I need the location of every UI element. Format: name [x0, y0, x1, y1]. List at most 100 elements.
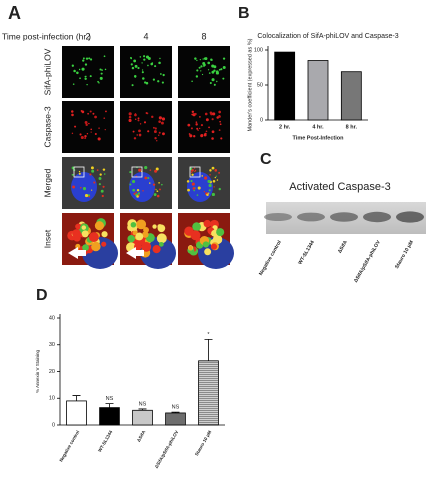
- signal: [158, 61, 161, 65]
- signal: [218, 115, 221, 118]
- signal: [215, 175, 217, 177]
- signal: [196, 59, 198, 62]
- signal: [190, 127, 193, 130]
- signal: [214, 169, 218, 172]
- signal: [190, 179, 193, 183]
- signal: [81, 225, 87, 230]
- x-tick-label: WT-SL1344: [97, 429, 114, 453]
- signal: [200, 134, 204, 138]
- bar: [66, 400, 87, 426]
- signal: [154, 137, 157, 140]
- signal: [133, 75, 137, 78]
- signal: [129, 170, 132, 174]
- signal: [103, 55, 106, 58]
- signal: [205, 118, 209, 122]
- x-axis-label: Time Post-Infection: [293, 135, 345, 141]
- micrograph: [62, 101, 114, 153]
- blot-band: [297, 212, 325, 222]
- signal: [101, 194, 104, 198]
- signal: [78, 68, 81, 71]
- signal: [208, 192, 210, 194]
- signal: [216, 228, 225, 237]
- signal: [157, 224, 166, 233]
- signal: [211, 118, 214, 121]
- signal: [94, 115, 97, 119]
- signal: [213, 186, 215, 188]
- signal: [209, 169, 212, 172]
- signal: [214, 176, 216, 179]
- signal: [135, 232, 144, 241]
- signal: [203, 133, 207, 137]
- signal: [87, 112, 89, 115]
- bar: [198, 360, 219, 426]
- y-axis-label: Mander's coefficient (expressed as %): [247, 38, 253, 131]
- y-tick-label: 30: [49, 342, 55, 348]
- y-tick-label: 20: [49, 369, 55, 375]
- signal: [130, 63, 133, 66]
- signal: [94, 221, 105, 231]
- signal: [193, 135, 196, 138]
- signal: [204, 248, 212, 256]
- signal: [136, 219, 147, 230]
- signal: [127, 235, 135, 243]
- signal: [84, 63, 88, 66]
- bar: [274, 51, 296, 121]
- signal: [194, 112, 197, 116]
- inset-box: [131, 166, 143, 178]
- signal: [222, 65, 226, 69]
- signal: [138, 134, 142, 137]
- panel-a-header: Time post-infection (hr.): [2, 31, 91, 41]
- signal: [200, 65, 203, 68]
- signal: [145, 112, 148, 114]
- blot-band: [363, 211, 391, 223]
- panel-label: B: [238, 5, 250, 22]
- signal: [79, 133, 82, 136]
- signal: [219, 120, 221, 123]
- signal: [82, 187, 87, 191]
- signal: [93, 181, 96, 184]
- signal: [137, 192, 141, 195]
- signal: [133, 137, 137, 140]
- signal: [143, 226, 149, 233]
- signal: [193, 167, 196, 169]
- signal: [130, 221, 137, 228]
- signal: [153, 130, 157, 134]
- signal: [99, 68, 102, 71]
- y-tick-label: 10: [49, 396, 55, 402]
- arrow: [68, 247, 86, 259]
- signal: [97, 137, 101, 141]
- signal: [184, 226, 194, 236]
- signal: [137, 117, 140, 120]
- signal: [100, 189, 104, 193]
- signal: [76, 71, 79, 75]
- signal: [134, 64, 138, 68]
- signal: [156, 194, 160, 198]
- signal: [139, 56, 142, 58]
- signal: [73, 69, 76, 73]
- signal: [128, 112, 132, 116]
- signal: [84, 137, 87, 140]
- signal: [88, 232, 99, 243]
- micrograph: [62, 46, 114, 98]
- blot-band: [330, 212, 358, 222]
- signal: [143, 55, 146, 58]
- signal: [194, 57, 197, 60]
- signal: [147, 57, 151, 61]
- signal: [78, 170, 81, 173]
- signal: [187, 123, 191, 127]
- blot-band: [264, 213, 292, 221]
- signal: [103, 173, 106, 175]
- signal: [142, 77, 145, 80]
- y-axis-label: % Annexin V Staining: [35, 349, 40, 393]
- signal: [209, 173, 211, 176]
- signal: [89, 173, 92, 176]
- signal: [195, 121, 198, 123]
- signal: [96, 169, 99, 171]
- micrograph: [120, 46, 172, 98]
- signal: [158, 134, 160, 136]
- signal: [191, 80, 193, 83]
- signal: [71, 173, 74, 176]
- signal: [84, 75, 87, 78]
- signal: [71, 113, 74, 117]
- chart-title: Colocalization of SifA-phiLOV and Caspas…: [257, 33, 398, 40]
